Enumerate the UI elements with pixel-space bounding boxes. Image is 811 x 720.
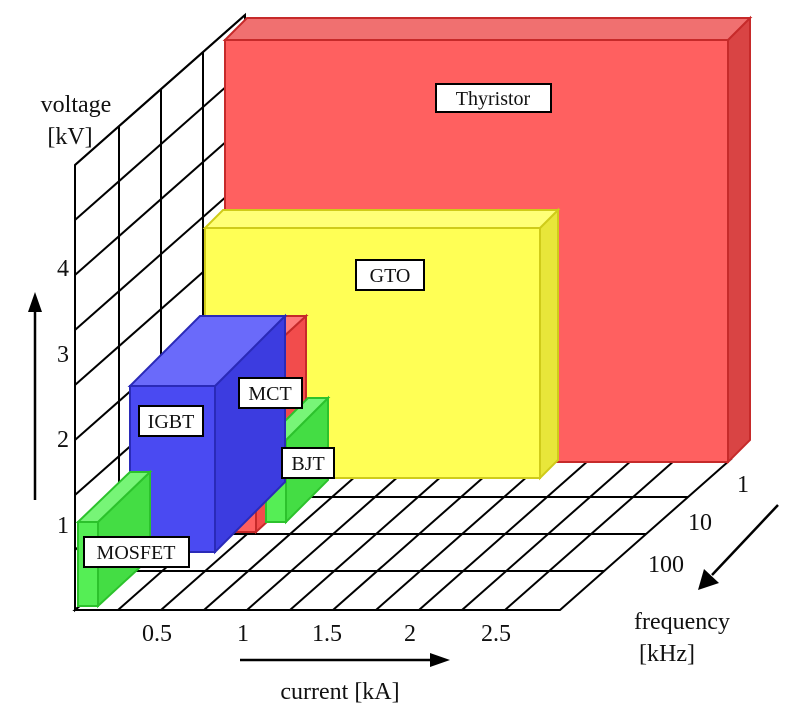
thyristor-side: [727, 15, 751, 465]
voltage-tick-3: 3: [57, 342, 69, 368]
current-axis-title: current [kA]: [280, 679, 399, 705]
gto-side: [539, 207, 559, 481]
frequency-arrow-icon: [698, 504, 779, 590]
thyristor-label: Thyristor: [456, 88, 531, 110]
mosfet-label-box: [83, 536, 190, 568]
gto-top: [202, 209, 561, 229]
frequency-axis: 1 10 100 frequency [kHz]: [634, 472, 779, 667]
mct-label: MCT: [248, 383, 291, 405]
voltage-tick-4: 4: [57, 256, 69, 282]
gto-label: GTO: [370, 265, 411, 287]
current-arrow-icon: [240, 653, 450, 667]
voltage-tick-1: 1: [57, 513, 69, 539]
frequency-tick-100: 100: [648, 552, 684, 578]
current-tick-2.5: 2.5: [481, 621, 511, 647]
device-labels: Thyristor GTO IGBT MCT BJT MOSFET: [83, 83, 552, 568]
current-tick-0.5: 0.5: [142, 621, 172, 647]
voltage-axis-title-line1: voltage: [41, 92, 112, 118]
current-axis: 0.5 1 1.5 2 2.5 current [kA]: [142, 621, 511, 705]
voltage-axis: voltage [kV] 1 2 3 4: [28, 92, 111, 539]
current-tick-1.5: 1.5: [312, 621, 342, 647]
bjt-label: BJT: [291, 453, 324, 475]
gto-label-box: [355, 259, 425, 291]
frequency-axis-title-line1: frequency: [634, 609, 730, 635]
voltage-tick-2: 2: [57, 427, 69, 453]
thyristor-top: [222, 17, 753, 41]
voltage-axis-title-line2: [kV]: [47, 124, 92, 150]
thyristor-label-box: [435, 83, 552, 113]
mosfet-label: MOSFET: [97, 542, 176, 564]
frequency-axis-title-line2: [kHz]: [639, 641, 695, 667]
igbt-label: IGBT: [148, 411, 195, 433]
current-tick-1: 1: [237, 621, 249, 647]
bjt-label-box: [281, 447, 335, 479]
frequency-tick-1: 1: [737, 472, 749, 498]
current-tick-2: 2: [404, 621, 416, 647]
voltage-arrow-icon: [28, 292, 42, 500]
mct-label-box: [238, 377, 303, 409]
igbt-label-box: [138, 405, 204, 437]
frequency-tick-10: 10: [688, 510, 712, 536]
